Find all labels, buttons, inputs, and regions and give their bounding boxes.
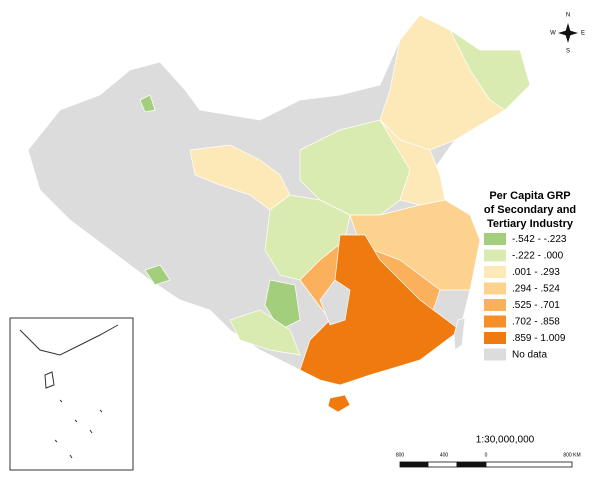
legend-title: Tertiary Industry bbox=[487, 218, 574, 230]
hainan bbox=[327, 394, 351, 413]
inset-islands bbox=[54, 399, 103, 459]
legend-label: .525 - .701 bbox=[512, 300, 560, 311]
legend-swatch bbox=[484, 266, 506, 278]
compass-w: W bbox=[550, 31, 556, 37]
inset-frame bbox=[9, 317, 134, 471]
scale-label: 0 bbox=[485, 452, 488, 458]
region-xinjiang-green bbox=[139, 94, 156, 113]
scale-labels: 800 400 0 800 KM bbox=[396, 452, 581, 458]
scale-label: 800 bbox=[396, 452, 405, 458]
legend-swatch bbox=[484, 282, 506, 295]
compass: N S W E bbox=[550, 13, 585, 55]
legend-title: Per Capita GRP bbox=[489, 190, 570, 202]
region-southwest-green bbox=[264, 279, 301, 331]
legend-label: .001 - .293 bbox=[512, 267, 560, 278]
legend: Per Capita GRP of Secondary and Tertiary I… bbox=[484, 190, 576, 361]
inset-coast bbox=[19, 324, 119, 356]
compass-n: N bbox=[566, 13, 570, 19]
compass-e: E bbox=[581, 31, 585, 37]
legend-swatch bbox=[484, 348, 506, 361]
compass-s: S bbox=[566, 49, 570, 55]
legend-label: No data bbox=[512, 350, 547, 361]
legend-title: of Secondary and bbox=[484, 204, 576, 216]
taiwan bbox=[453, 317, 466, 351]
region-south-dark bbox=[299, 234, 461, 386]
legend-label: .859 - 1.009 bbox=[512, 333, 566, 344]
legend-swatch bbox=[484, 233, 506, 245]
legend-swatch bbox=[484, 249, 506, 262]
region-tibet-green bbox=[144, 264, 171, 286]
scale-ratio: 1:30,000,000 bbox=[476, 435, 535, 446]
scale-label: 800 KM bbox=[563, 452, 580, 458]
scale-bar bbox=[399, 461, 573, 468]
legend-swatch bbox=[484, 315, 506, 328]
legend-label: -.542 - -.223 bbox=[512, 234, 567, 245]
legend-swatch bbox=[484, 299, 506, 311]
legend-label: -.222 - .000 bbox=[512, 251, 564, 262]
scale-label: 400 bbox=[440, 452, 449, 458]
region-north-east-green bbox=[449, 28, 531, 111]
legend-label: .702 - .858 bbox=[512, 317, 560, 328]
inset-island bbox=[44, 371, 55, 389]
legend-swatch bbox=[484, 332, 506, 344]
region-yunnan bbox=[229, 309, 301, 356]
region-southwest-gray bbox=[319, 279, 351, 326]
legend-label: .294 - .524 bbox=[512, 284, 560, 295]
